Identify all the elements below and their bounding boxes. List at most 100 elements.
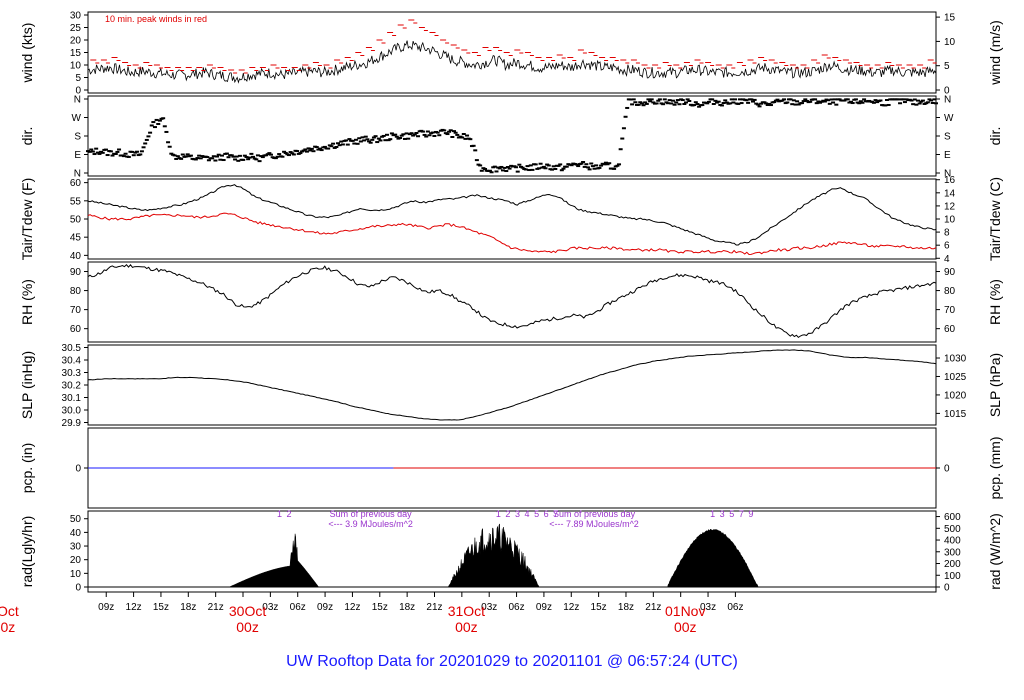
radiation-hour-marker: 5 [534, 509, 539, 519]
ylabel-right-1: dir. [987, 127, 1003, 146]
radiation-hour-marker: 5 [729, 509, 734, 519]
ytick-label-left-6-3: 30 [70, 542, 82, 553]
ytick-label-left-1-4: N [74, 95, 81, 106]
ytick-label-left-4-1: 30.0 [62, 406, 82, 417]
xtick-label-10: 15z [372, 602, 388, 613]
ytick-label-left-0-4: 20 [70, 36, 82, 47]
ytick-label-left-2-2: 50 [70, 215, 82, 226]
xtick-label-20: 21z [645, 602, 661, 613]
radiation-day-3 [666, 528, 759, 588]
date-label-top-0: 9Oct [0, 603, 19, 619]
xtick-label-12: 21z [426, 602, 442, 613]
ytick-label-right-2-1: 6 [944, 241, 950, 252]
xtick-label-7: 06z [290, 602, 306, 613]
ytick-label-right-2-4: 12 [944, 201, 956, 212]
ytick-label-right-2-0: 4 [944, 254, 950, 265]
ytick-label-left-6-4: 40 [70, 528, 82, 539]
panel-frame-3 [87, 261, 937, 343]
ylabel-left-5: pcp. (in) [19, 443, 35, 494]
date-label-bottom-3: 00z [674, 619, 697, 635]
ytick-label-left-0-5: 25 [70, 23, 82, 34]
xtick-label-4: 21z [208, 602, 224, 613]
ytick-label-left-1-3: W [72, 113, 82, 124]
xtick-label-1: 12z [126, 602, 142, 613]
ytick-label-left-1-1: E [74, 150, 81, 161]
ytick-label-right-4-1: 1020 [944, 390, 967, 401]
xtick-label-3: 18z [180, 602, 196, 613]
ytick-label-left-2-0: 40 [70, 251, 82, 262]
xtick-label-6: 03z [262, 602, 278, 613]
ytick-label-right-4-2: 1025 [944, 372, 967, 383]
wind-avg-line [87, 40, 937, 84]
ytick-label-right-3-3: 90 [944, 267, 956, 278]
radiation-note-line2-1: <--- 3.9 MJoules/m^2 [328, 519, 413, 529]
ytick-label-left-1-2: S [74, 132, 81, 143]
xtick-label-2: 15z [153, 602, 169, 613]
ytick-label-right-2-3: 10 [944, 215, 956, 226]
ytick-label-right-2-5: 14 [944, 188, 956, 199]
ytick-label-right-1-3: W [944, 113, 954, 124]
radiation-note-line2-2: <--- 7.89 MJoules/m^2 [549, 519, 639, 529]
tdew-line [87, 212, 937, 256]
ytick-label-right-3-1: 70 [944, 305, 956, 316]
footer-title: UW Rooftop Data for 20201029 to 20201101… [286, 653, 738, 670]
ytick-label-left-6-5: 50 [70, 514, 82, 525]
xtick-label-9: 12z [344, 602, 360, 613]
radiation-hour-marker: 2 [287, 509, 292, 519]
rh-line [87, 263, 937, 339]
ylabel-left-1: dir. [19, 127, 35, 146]
ylabel-left-4: SLP (inHg) [19, 351, 35, 419]
xtick-label-22: 03z [700, 602, 716, 613]
xtick-label-0: 09z [98, 602, 114, 613]
xtick-label-19: 18z [618, 602, 634, 613]
ytick-label-left-6-0: 0 [75, 583, 81, 594]
ytick-label-right-2-2: 8 [944, 228, 950, 239]
ytick-label-left-3-2: 80 [70, 286, 82, 297]
ytick-label-left-2-4: 60 [70, 178, 82, 189]
radiation-day-2 [447, 523, 540, 588]
ytick-label-left-0-3: 15 [70, 48, 82, 59]
xtick-label-17: 12z [563, 602, 579, 613]
ylabel-right-4: SLP (hPa) [987, 353, 1003, 417]
ylabel-right-0: wind (m/s) [987, 20, 1003, 86]
ytick-label-left-6-1: 10 [70, 569, 82, 580]
ytick-label-right-6-5: 500 [944, 524, 961, 535]
xtick-label-15: 06z [508, 602, 524, 613]
ylabel-left-6: rad(Lgly/hr) [19, 516, 35, 588]
ytick-label-left-4-0: 29.9 [62, 418, 82, 429]
ylabel-right-2: Tair/Tdew (C) [987, 177, 1003, 261]
ytick-label-right-1-2: S [944, 132, 951, 143]
ylabel-left-2: Tair/Tdew (F) [19, 178, 35, 260]
xtick-label-16: 09z [536, 602, 552, 613]
ytick-label-left-4-2: 30.1 [62, 393, 82, 404]
ytick-label-right-6-0: 0 [944, 583, 950, 594]
ytick-label-right-0-1: 5 [944, 61, 950, 72]
x-axis: 09z 12z 15z 18z 21z 03z 06z 09z 12z 15z 18z 21z 03z 0… [0, 592, 743, 635]
ytick-label-right-3-2: 80 [944, 286, 956, 297]
ytick-label-left-3-1: 70 [70, 305, 82, 316]
ytick-label-left-3-0: 60 [70, 324, 82, 335]
ytick-label-left-6-2: 20 [70, 555, 82, 566]
ytick-label-right-6-1: 100 [944, 571, 961, 582]
xtick-label-18: 15z [591, 602, 607, 613]
ylabel-right-5: pcp. (mm) [987, 437, 1003, 500]
ytick-label-left-0-0: 0 [75, 86, 81, 97]
ytick-label-right-0-0: 0 [944, 86, 950, 97]
date-label-top-1: 30Oct [229, 603, 266, 619]
ytick-label-left-4-4: 30.3 [62, 368, 82, 379]
ytick-label-left-3-3: 90 [70, 267, 82, 278]
radiation-note-line1-2: Sum of previous day [553, 509, 636, 519]
radiation-hour-marker: 3 [515, 509, 520, 519]
radiation-day-1 [229, 533, 320, 588]
xtick-label-11: 18z [399, 602, 415, 613]
ytick-label-left-2-3: 55 [70, 196, 82, 207]
radiation-hour-marker: 1 [277, 509, 282, 519]
ytick-label-left-4-6: 30.5 [62, 343, 82, 354]
ytick-label-left-2-1: 45 [70, 233, 82, 244]
radiation-hour-marker: 6 [544, 509, 549, 519]
ytick-label-left-5-0: 0 [75, 464, 81, 475]
xtick-label-8: 09z [317, 602, 333, 613]
ytick-label-right-4-0: 1015 [944, 409, 967, 420]
date-label-top-3: 01Nov [665, 603, 705, 619]
